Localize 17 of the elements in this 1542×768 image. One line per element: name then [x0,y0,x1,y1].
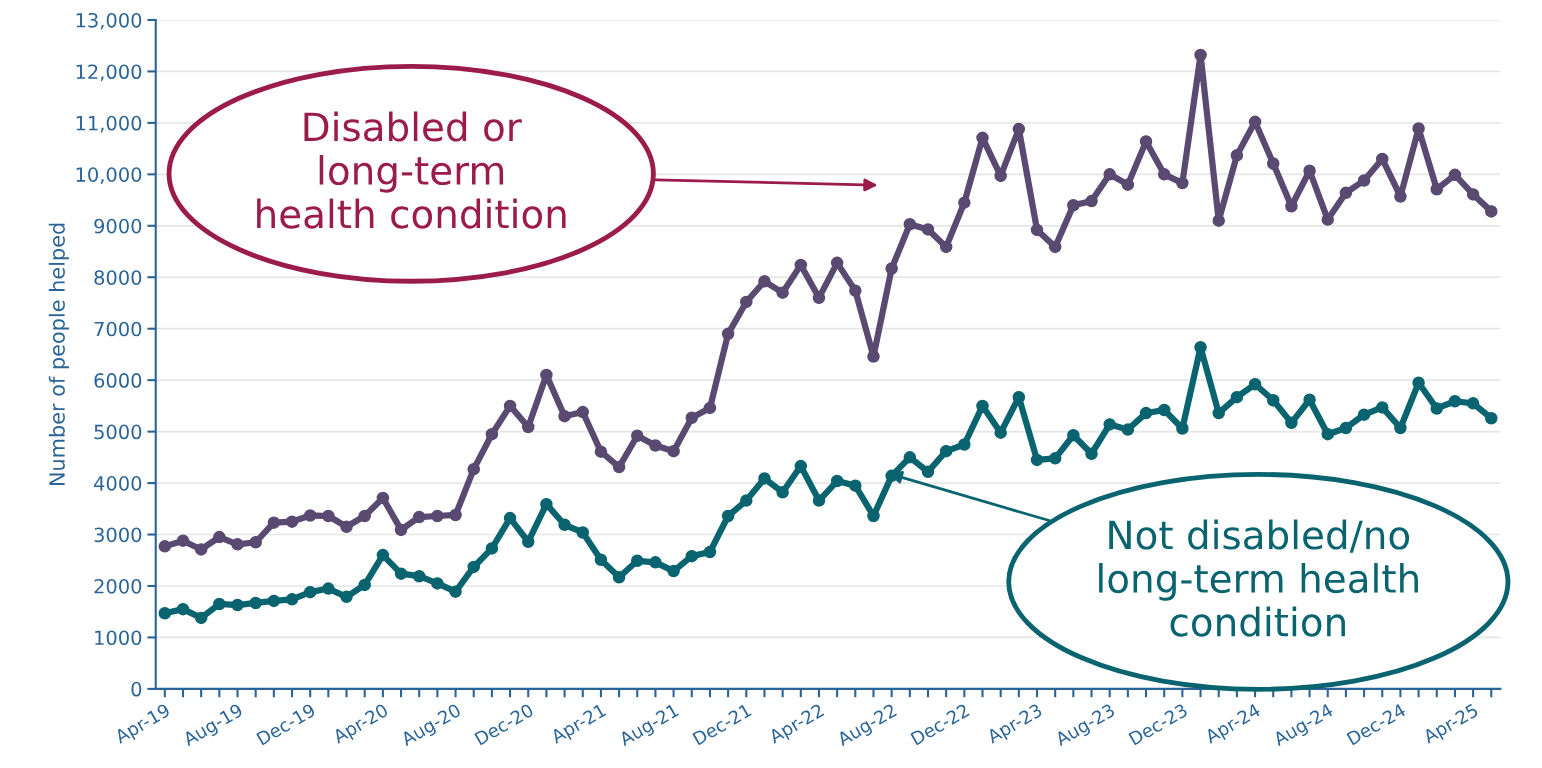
y-tick-label: 6000 [94,373,142,388]
y-tick-label: 12,000 [76,64,142,82]
y-tick-label: 4000 [94,476,142,491]
y-tick-label: 9000 [94,218,142,234]
annotation: Not disabled/no long-term health condition [1099,519,1418,637]
y-tick-label: 2000 [94,578,142,594]
y-tick-label: 13,000 [76,12,142,30]
annotation: Disabled or long-term health condition [257,111,566,229]
y-tick-label: 8000 [94,270,142,285]
y-tick-label: 7000 [94,321,142,337]
y-tick-label: 5000 [94,424,142,440]
y-tick-label: 0 [131,681,142,697]
y-tick-label: 1000 [95,630,142,646]
y-axis-title: Number of people helped [48,223,69,486]
y-tick-label: 10,000 [76,167,142,184]
y-tick-label: 11,000 [76,115,142,133]
y-tick-label: 3000 [94,527,142,543]
